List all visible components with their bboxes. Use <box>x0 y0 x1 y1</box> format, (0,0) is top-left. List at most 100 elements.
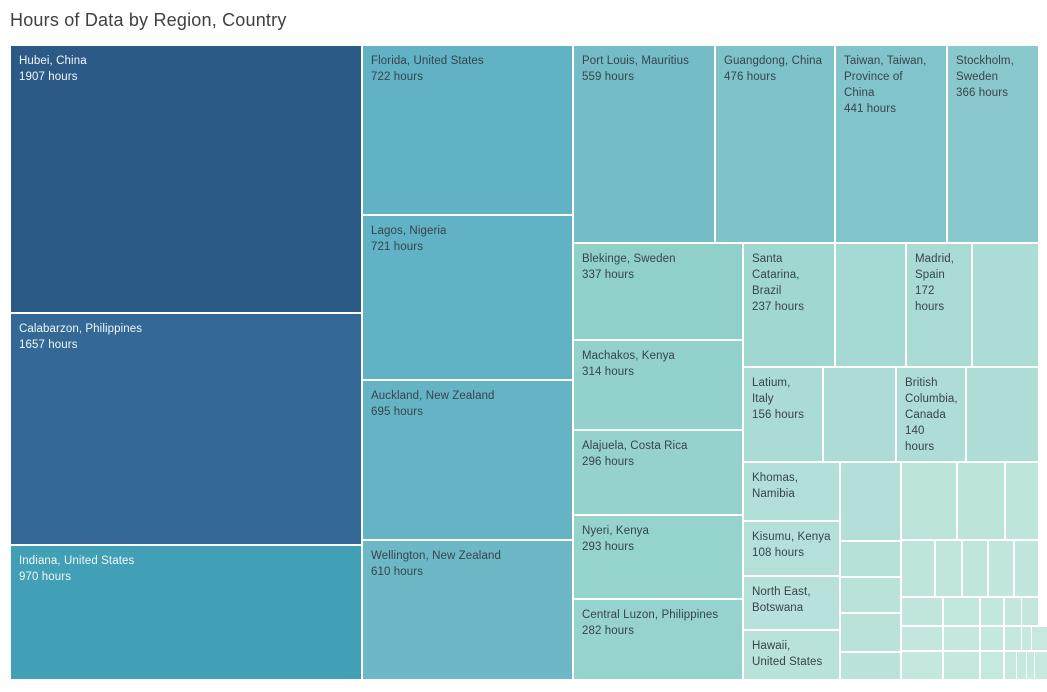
treemap-cell-khomas[interactable]: Khomas, Namibia <box>743 462 840 521</box>
treemap-cell-british[interactable]: British Columbia, Canada 140 hours <box>896 367 966 462</box>
cell-value: 721 hours <box>371 241 424 253</box>
cell-label: Alajuela, Costa Rica <box>582 440 688 452</box>
treemap-cell-unlabeled[interactable] <box>943 597 980 626</box>
treemap-cell-nyeri-kenya[interactable]: Nyeri, Kenya 293 hours <box>573 515 743 599</box>
treemap-cell-florida-united-states[interactable]: Florida, United States 722 hours <box>362 45 573 215</box>
cell-label: British Columbia, Canada <box>905 377 958 421</box>
cell-label: Hawaii, United States <box>752 640 823 668</box>
cell-label: Blekinge, Sweden <box>582 253 676 265</box>
treemap-cell-unlabeled[interactable] <box>901 651 943 680</box>
cell-value: 314 hours <box>582 366 635 378</box>
treemap-cell-hawaii[interactable]: Hawaii, United States <box>743 630 840 680</box>
cell-value: 237 hours <box>752 301 805 313</box>
treemap-cell-unlabeled[interactable] <box>943 651 980 680</box>
treemap-cell-unlabeled[interactable] <box>1021 597 1039 626</box>
cell-label: Stockholm, Sweden <box>956 55 1014 83</box>
treemap-cell-unlabeled[interactable] <box>840 462 901 541</box>
cell-value: 441 hours <box>844 103 897 115</box>
treemap-cell-unlabeled[interactable] <box>901 597 943 626</box>
cell-label: Latium, Italy <box>752 377 791 405</box>
cell-value: 970 hours <box>19 571 72 583</box>
treemap-cell-unlabeled[interactable] <box>840 541 901 577</box>
cell-value: 296 hours <box>582 456 635 468</box>
cell-value: 337 hours <box>582 269 635 281</box>
cell-label: Kisumu, Kenya <box>752 531 831 543</box>
cell-label: Taiwan, Taiwan, Province of China <box>844 55 927 99</box>
treemap-cell-madrid[interactable]: Madrid, Spain 172 hours <box>906 243 972 367</box>
cell-label: Central Luzon, Philippines <box>582 609 719 621</box>
cell-value: 140 hours <box>905 425 935 453</box>
chart-title: Hours of Data by Region, Country <box>10 10 287 30</box>
treemap-cell-unlabeled[interactable] <box>972 243 1039 367</box>
treemap-cell-latium[interactable]: Latium, Italy 156 hours <box>743 367 823 462</box>
treemap-cell-machakos-kenya[interactable]: Machakos, Kenya 314 hours <box>573 340 743 430</box>
treemap-cell-unlabeled[interactable] <box>901 540 935 597</box>
treemap-cell-unlabeled[interactable] <box>840 652 901 680</box>
treemap-cell-calabarzon-philippines[interactable]: Calabarzon, Philippines 1657 hours <box>10 313 362 545</box>
cell-value: 610 hours <box>371 566 424 578</box>
cell-value: 108 hours <box>752 547 805 559</box>
treemap-cell-unlabeled[interactable] <box>980 651 1004 680</box>
treemap-cell-indiana-united-states[interactable]: Indiana, United States 970 hours <box>10 545 362 680</box>
cell-label: Nyeri, Kenya <box>582 525 650 537</box>
cell-label: Machakos, Kenya <box>582 350 675 362</box>
treemap-cell-stockholm[interactable]: Stockholm, Sweden 366 hours <box>947 45 1039 243</box>
cell-label: Indiana, United States <box>19 555 135 567</box>
treemap: Hubei, China 1907 hours Calabarzon, Philip… <box>10 45 1047 680</box>
treemap-cell-unlabeled[interactable] <box>957 462 1005 540</box>
cell-value: 282 hours <box>582 625 635 637</box>
treemap-cell-lagos-nigeria[interactable]: Lagos, Nigeria 721 hours <box>362 215 573 380</box>
treemap-cell-taiwan-taiwan[interactable]: Taiwan, Taiwan, Province of China 441 hou… <box>835 45 947 243</box>
treemap-cell-unlabeled[interactable] <box>1004 597 1022 626</box>
treemap-cell-alajuela-costa-rica[interactable]: Alajuela, Costa Rica 296 hours <box>573 430 743 515</box>
treemap-cell-santa[interactable]: Santa Catarina, Brazil 237 hours <box>743 243 835 367</box>
treemap-cell-unlabeled[interactable] <box>962 540 988 597</box>
cell-value: 172 hours <box>915 285 945 313</box>
treemap-cell-unlabeled[interactable] <box>901 626 943 651</box>
treemap-cell-unlabeled[interactable] <box>966 367 1039 462</box>
treemap-cell-blekinge-sweden[interactable]: Blekinge, Sweden 337 hours <box>573 243 743 340</box>
treemap-cell-unlabeled[interactable] <box>935 540 962 597</box>
cell-value: 695 hours <box>371 406 424 418</box>
treemap-cell-unlabeled[interactable] <box>840 577 901 613</box>
treemap-cell-unlabeled[interactable] <box>1005 462 1039 540</box>
cell-label: North East, Botswana <box>752 586 811 614</box>
treemap-cell-unlabeled[interactable] <box>1031 626 1047 651</box>
cell-label: Florida, United States <box>371 55 484 67</box>
cell-label: Madrid, Spain <box>915 253 955 281</box>
cell-label: Hubei, China <box>19 55 87 67</box>
cell-value: 1907 hours <box>19 71 78 83</box>
cell-label: Lagos, Nigeria <box>371 225 447 237</box>
treemap-cell-unlabeled[interactable] <box>988 540 1014 597</box>
treemap-cell-hubei-china[interactable]: Hubei, China 1907 hours <box>10 45 362 313</box>
cell-value: 293 hours <box>582 541 635 553</box>
treemap-cell-north-east[interactable]: North East, Botswana <box>743 576 840 630</box>
cell-label: Wellington, New Zealand <box>371 550 501 562</box>
treemap-cell-unlabeled[interactable] <box>901 462 957 540</box>
treemap-cell-unlabeled[interactable] <box>835 243 906 367</box>
treemap-cell-unlabeled[interactable] <box>980 597 1004 626</box>
cell-value: 722 hours <box>371 71 424 83</box>
cell-value: 559 hours <box>582 71 635 83</box>
treemap-cell-unlabeled[interactable] <box>980 626 1004 651</box>
treemap-cell-port-louis-mauritius[interactable]: Port Louis, Mauritius 559 hours <box>573 45 715 243</box>
treemap-cell-unlabeled[interactable] <box>823 367 896 462</box>
cell-value: 1657 hours <box>19 339 78 351</box>
cell-label: Guangdong, China <box>724 55 823 67</box>
treemap-cell-kisumu-kenya[interactable]: Kisumu, Kenya 108 hours <box>743 521 840 576</box>
cell-label: Auckland, New Zealand <box>371 390 495 402</box>
treemap-cell-auckland-new-zealand[interactable]: Auckland, New Zealand 695 hours <box>362 380 573 540</box>
treemap-cell-unlabeled[interactable] <box>1034 651 1047 680</box>
cell-label: Khomas, Namibia <box>752 472 799 500</box>
treemap-cell-guangdong-china[interactable]: Guangdong, China 476 hours <box>715 45 835 243</box>
treemap-cell-unlabeled[interactable] <box>943 626 980 651</box>
cell-label: Santa Catarina, Brazil <box>752 253 800 297</box>
cell-value: 156 hours <box>752 409 805 421</box>
treemap-cell-unlabeled[interactable] <box>840 613 901 652</box>
cell-value: 366 hours <box>956 87 1009 99</box>
treemap-cell-unlabeled[interactable] <box>1014 540 1039 597</box>
treemap-cell-central-luzon-philippines[interactable]: Central Luzon, Philippines 282 hours <box>573 599 743 680</box>
treemap-cell-wellington-new-zealand[interactable]: Wellington, New Zealand 610 hours <box>362 540 573 680</box>
treemap-cell-unlabeled[interactable] <box>1004 626 1022 651</box>
